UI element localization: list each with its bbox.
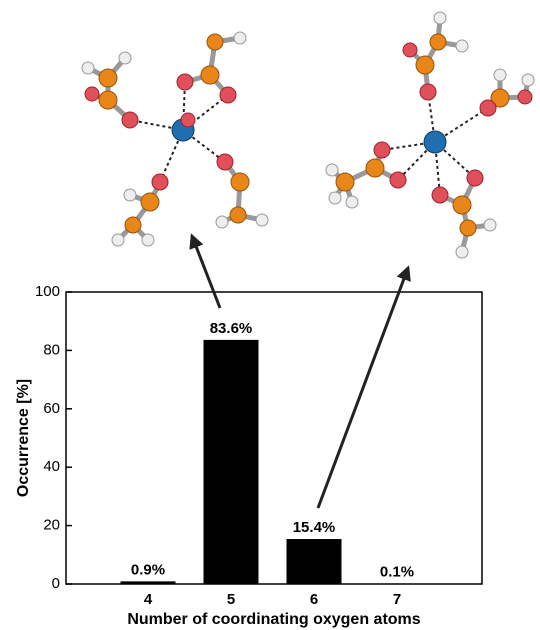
y-tick-label: 20 [43,517,60,534]
atom [453,196,471,214]
atom [201,66,219,84]
atom [329,192,341,204]
atom [125,217,141,233]
x-tick-label: 6 [310,591,318,608]
x-axis-label: Number of coordinating oxygen atoms [127,611,420,628]
atom [484,219,496,231]
atom [494,69,506,81]
molecule-six-coordinate [326,12,534,258]
atom [85,87,99,101]
atom [374,142,390,158]
x-tick-label: 4 [144,591,153,608]
atom [141,193,159,211]
atom [346,196,358,208]
atom [231,173,249,191]
atom [217,154,233,170]
atom [234,32,246,44]
arrow [192,236,220,308]
atom [518,90,532,104]
atom [220,87,236,103]
x-tick-label: 7 [393,591,401,608]
value-label: 83.6% [210,320,253,337]
atom [432,187,448,203]
atom [424,131,446,153]
atom [119,52,131,64]
atom [230,207,246,223]
y-axis-label: Occurrence [%] [15,379,32,497]
atom [99,91,117,109]
molecule-five-coordinate [82,32,268,246]
bar [287,539,342,584]
figure: Occurrence [%] Number of coordinating ox… [0,0,540,630]
atom [522,74,534,86]
atom [82,62,94,74]
atom [177,74,193,90]
atom [390,172,406,188]
atom [181,113,195,127]
atom [152,174,168,190]
atom [420,84,436,100]
atom [99,69,117,87]
value-label: 0.9% [131,561,165,578]
atom [216,216,228,228]
atom [416,56,434,74]
atom [403,43,417,57]
atom [256,214,268,226]
atom [456,246,468,258]
bar [121,581,176,584]
value-label: 15.4% [293,519,336,536]
atom [366,159,384,177]
atom [456,40,468,52]
atom [467,170,483,186]
atom [112,234,124,246]
atom [207,34,223,50]
atom [460,220,476,236]
arrow [318,268,408,508]
value-label: 0.1% [380,564,414,581]
bar [370,584,425,585]
atom [142,234,154,246]
atom [336,173,354,191]
y-tick-label: 80 [43,341,60,358]
y-tick-label: 0 [52,575,60,592]
atom [122,112,138,128]
x-tick-label: 5 [227,591,235,608]
atom [480,100,496,116]
plot-frame [66,292,482,584]
bar [204,340,259,584]
y-tick-label: 40 [43,458,60,475]
y-tick-label: 100 [35,283,60,300]
atom [124,189,136,201]
y-tick-label: 60 [43,400,60,417]
atom [430,34,446,50]
atom [326,164,338,176]
atom [434,12,446,24]
